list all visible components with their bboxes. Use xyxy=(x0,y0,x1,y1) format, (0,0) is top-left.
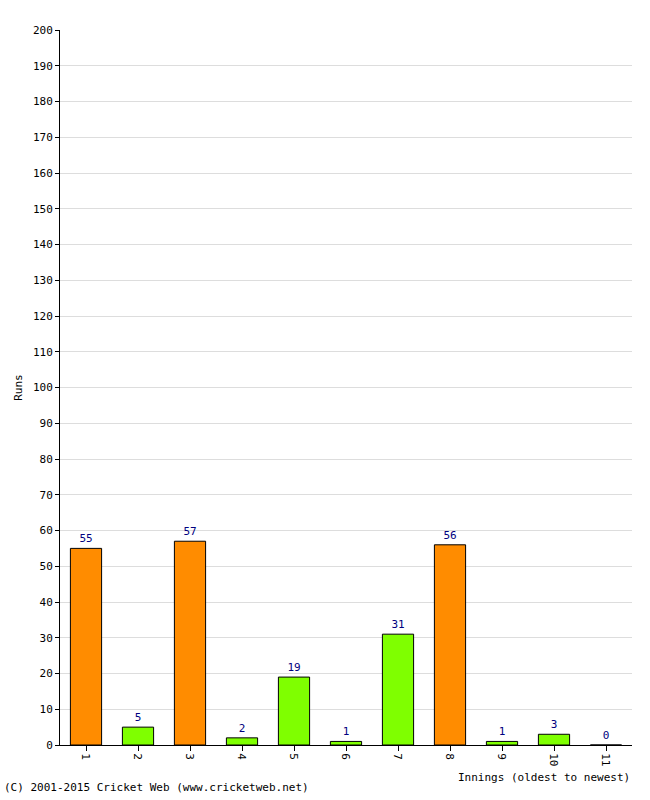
svg-text:Runs: Runs xyxy=(12,374,25,401)
svg-text:140: 140 xyxy=(33,238,53,251)
svg-text:20: 20 xyxy=(40,667,53,680)
svg-text:70: 70 xyxy=(40,489,53,502)
svg-text:11: 11 xyxy=(599,753,612,766)
svg-text:(C) 2001-2015 Cricket Web (www: (C) 2001-2015 Cricket Web (www.cricketwe… xyxy=(4,781,309,794)
svg-text:160: 160 xyxy=(33,167,53,180)
svg-text:1: 1 xyxy=(499,725,506,738)
svg-text:56: 56 xyxy=(443,529,456,542)
svg-text:8: 8 xyxy=(443,753,456,760)
svg-text:30: 30 xyxy=(40,632,53,645)
svg-text:180: 180 xyxy=(33,95,53,108)
svg-text:55: 55 xyxy=(79,532,92,545)
svg-text:3: 3 xyxy=(551,718,558,731)
svg-text:100: 100 xyxy=(33,381,53,394)
svg-text:120: 120 xyxy=(33,310,53,323)
svg-text:Innings (oldest to newest): Innings (oldest to newest) xyxy=(458,771,630,784)
svg-text:10: 10 xyxy=(40,703,53,716)
svg-text:5: 5 xyxy=(135,711,142,724)
svg-text:1: 1 xyxy=(343,725,350,738)
svg-text:200: 200 xyxy=(33,24,53,37)
svg-text:150: 150 xyxy=(33,203,53,216)
svg-text:3: 3 xyxy=(183,753,196,760)
svg-text:110: 110 xyxy=(33,346,53,359)
svg-text:90: 90 xyxy=(40,417,53,430)
svg-text:40: 40 xyxy=(40,596,53,609)
svg-text:4: 4 xyxy=(235,753,248,760)
svg-text:9: 9 xyxy=(495,753,508,760)
svg-text:2: 2 xyxy=(131,753,144,760)
svg-text:0: 0 xyxy=(46,739,53,752)
svg-text:10: 10 xyxy=(547,753,560,766)
svg-text:0: 0 xyxy=(603,729,610,742)
svg-text:1: 1 xyxy=(79,753,92,760)
svg-text:130: 130 xyxy=(33,274,53,287)
svg-text:5: 5 xyxy=(287,753,300,760)
svg-text:60: 60 xyxy=(40,524,53,537)
svg-text:2: 2 xyxy=(239,722,246,735)
svg-text:190: 190 xyxy=(33,60,53,73)
svg-text:6: 6 xyxy=(339,753,352,760)
svg-text:57: 57 xyxy=(183,525,196,538)
svg-text:50: 50 xyxy=(40,560,53,573)
svg-text:31: 31 xyxy=(391,618,404,631)
svg-text:7: 7 xyxy=(391,753,404,760)
svg-text:80: 80 xyxy=(40,453,53,466)
svg-text:170: 170 xyxy=(33,131,53,144)
svg-text:19: 19 xyxy=(287,661,300,674)
